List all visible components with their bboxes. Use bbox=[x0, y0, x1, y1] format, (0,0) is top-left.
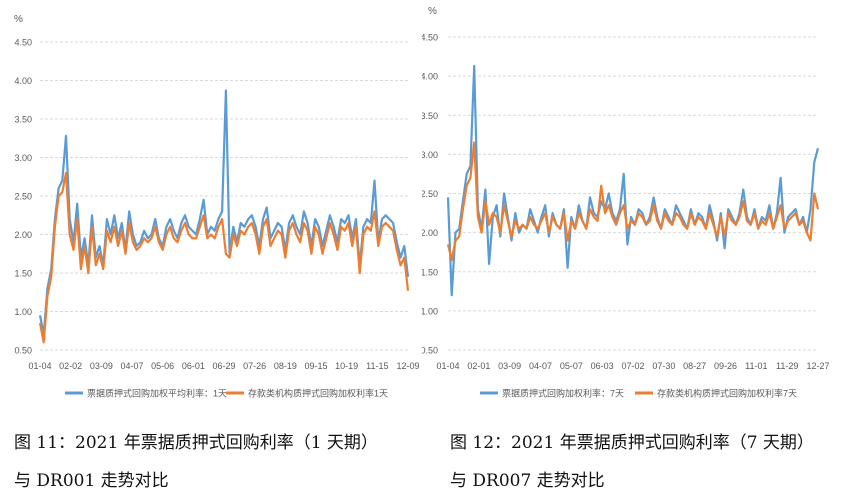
series-line-1 bbox=[38, 89, 410, 336]
x-tick-label: 06-03 bbox=[591, 361, 614, 371]
x-tick-label: 04-07 bbox=[529, 361, 552, 371]
y-tick-label: 0.50 bbox=[422, 346, 438, 356]
chart-right: % 4.50 4.00 3.50 3.00 2.50 2.00 1.50 1.00 0.50 01-… bbox=[420, 6, 829, 399]
y-tick-label: 4.50 bbox=[422, 33, 438, 43]
x-tick-label: 05-07 bbox=[560, 361, 583, 371]
x-tick-label: 08-27 bbox=[683, 361, 706, 371]
series-line-2 bbox=[38, 171, 410, 344]
x-tick-label: 12-09 bbox=[396, 361, 419, 371]
y-tick-label: 1.50 bbox=[14, 269, 32, 279]
y-tick-label: 2.00 bbox=[14, 230, 32, 240]
x-tick-label: 06-01 bbox=[182, 361, 205, 371]
legend-label-2: 存款类机构质押式回购加权利率1天 bbox=[248, 388, 388, 399]
caption-left-line1: 图 11：2021 年票据质押式回购利率（1 天期） bbox=[14, 433, 378, 453]
x-tick-label: 01-04 bbox=[436, 361, 459, 371]
x-tick-label: 09-26 bbox=[714, 361, 737, 371]
y-tick-label: 2.00 bbox=[422, 228, 438, 238]
x-tick-label: 01-04 bbox=[28, 361, 51, 371]
x-tick-label: 11-15 bbox=[366, 361, 388, 371]
y-tick-label: 3.00 bbox=[14, 153, 32, 163]
legend-label-2: 存款类机构质押式回购加权利率7天 bbox=[657, 388, 797, 399]
y-tick-label: 4.00 bbox=[14, 76, 32, 86]
x-tick-label: 12-27 bbox=[806, 361, 829, 371]
x-tick-label: 08-19 bbox=[274, 361, 297, 371]
y-tick-label: 3.50 bbox=[14, 115, 32, 125]
y-tick-label: 2.50 bbox=[14, 192, 32, 202]
y-tick-label: 4.50 bbox=[14, 38, 32, 48]
x-tick-label: 06-29 bbox=[212, 361, 235, 371]
x-tick-label: 04-07 bbox=[120, 361, 143, 371]
caption-right-line2: 与 DR007 走势对比 bbox=[450, 471, 605, 491]
x-tick-label: 10-19 bbox=[335, 361, 358, 371]
y-tick-label: 1.50 bbox=[422, 267, 438, 277]
chart-panel-left: % 4.50 4.00 3.50 3.00 2.50 2.00 1.50 1.00 0.50 01-… bbox=[0, 0, 424, 410]
unit-label: % bbox=[428, 6, 437, 17]
x-tick-label: 03-09 bbox=[90, 361, 113, 371]
x-tick-label: 05-06 bbox=[151, 361, 174, 371]
y-tick-label: 1.00 bbox=[14, 307, 32, 317]
chart-left: % 4.50 4.00 3.50 3.00 2.50 2.00 1.50 1.00 0.50 01-… bbox=[14, 14, 420, 399]
legend-label-1: 票据质押式回购加权平均利率：1天 bbox=[87, 388, 227, 399]
x-tick-label: 03-09 bbox=[498, 361, 521, 371]
caption-right-line1: 图 12：2021 年票据质押式回购利率（7 天期） bbox=[450, 433, 814, 453]
y-tick-label: 0.50 bbox=[14, 346, 32, 356]
series-line-1 bbox=[446, 64, 820, 297]
x-tick-label: 11-29 bbox=[776, 361, 798, 371]
series-line-2 bbox=[446, 141, 820, 262]
y-tick-label: 2.50 bbox=[422, 189, 438, 199]
x-tick-label: 07-30 bbox=[652, 361, 675, 371]
chart-panel-right: % 4.50 4.00 3.50 3.00 2.50 2.00 1.50 1.00 0.50 01-… bbox=[420, 0, 846, 410]
x-tick-label: 11-01 bbox=[745, 361, 767, 371]
y-tick-label: 1.00 bbox=[422, 306, 438, 316]
x-tick-label: 02-01 bbox=[467, 361, 490, 371]
y-tick-label: 4.00 bbox=[422, 72, 438, 82]
y-tick-label: 3.00 bbox=[422, 150, 438, 160]
y-tick-label: 3.50 bbox=[422, 111, 438, 121]
x-tick-label: 02-02 bbox=[59, 361, 82, 371]
x-tick-label: 07-02 bbox=[621, 361, 644, 371]
caption-left-line2: 与 DR001 走势对比 bbox=[14, 471, 169, 491]
x-tick-label: 09-15 bbox=[304, 361, 327, 371]
unit-label: % bbox=[14, 14, 23, 25]
legend-label-1: 票据质押式回购加权利率：7天 bbox=[502, 388, 624, 399]
x-tick-label: 07-26 bbox=[243, 361, 266, 371]
